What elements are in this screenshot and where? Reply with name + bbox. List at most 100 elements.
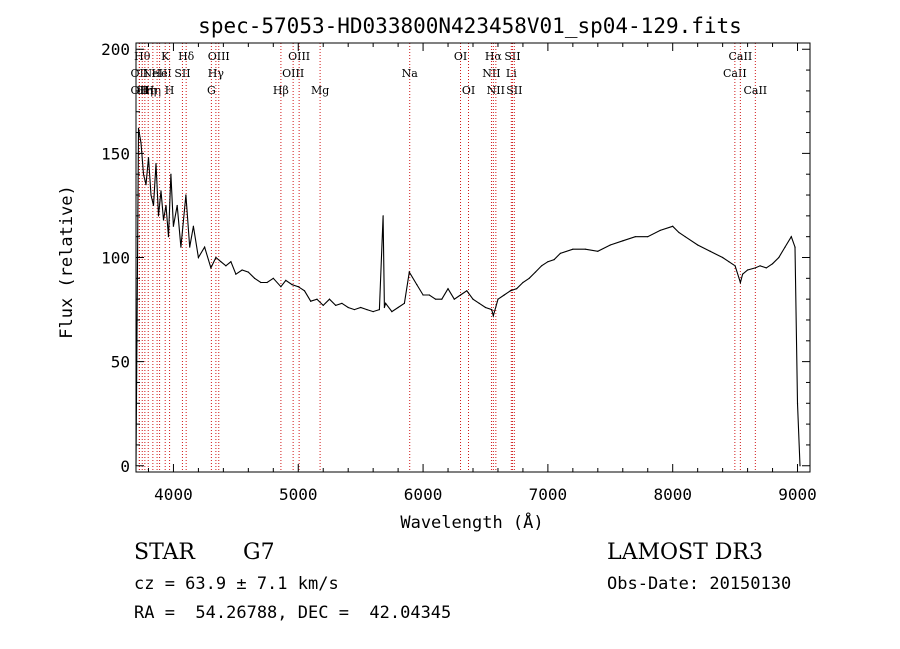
spectrum-point-24	[215, 256, 217, 259]
spectrum-point-94	[684, 236, 686, 238]
spectrum-point-61	[428, 294, 430, 296]
spectrum-point-63	[441, 298, 443, 300]
spectrum-point-49	[366, 308, 368, 311]
line-marker-label-6: NeIII	[143, 67, 172, 80]
line-marker-label-19: Na	[402, 67, 419, 80]
spectrum-point-26	[225, 265, 227, 267]
spectrum-point-75	[509, 290, 512, 292]
spectrum-point-91	[659, 229, 661, 232]
spectrum-point-80	[541, 265, 543, 267]
spectrum-point-55	[391, 311, 393, 313]
spectrum-point-28	[235, 273, 237, 275]
line-marker-label-8: K	[161, 50, 170, 63]
spectrum-point-3	[142, 173, 145, 175]
spectrum-point-71	[491, 308, 493, 311]
spectrum-point-96	[709, 250, 711, 252]
spectrum-point-85	[584, 248, 586, 250]
spectrum-point-92	[672, 225, 674, 227]
spectrum-point-5	[147, 156, 150, 159]
line-marker-label-22: NII	[482, 67, 500, 80]
spectrum-point-87	[609, 244, 611, 246]
spectrum-point-23	[210, 267, 212, 269]
spectrum-point-65	[453, 298, 455, 300]
spectrum-point-77	[522, 281, 524, 284]
spectrum-point-104	[759, 265, 761, 267]
spectrum-point-67	[466, 290, 468, 292]
x-tick-label-1: 5000	[279, 485, 318, 504]
spectrum-point-64	[447, 288, 449, 290]
line-marker-layer: OIIOIIHθHηHηHηNeIIIHeKHSIIHδGHγOIIIHβOII…	[131, 43, 767, 472]
spectrum-point-37	[291, 283, 293, 286]
spectrum-point-93	[678, 231, 680, 234]
line-marker-label-23: Hα	[485, 50, 503, 63]
spectrum-point-72	[492, 315, 494, 317]
survey-name: LAMOST DR3	[607, 540, 763, 565]
spectrum-point-44	[335, 304, 337, 306]
y-tick-label-3: 150	[101, 144, 130, 163]
spectrum-point-83	[559, 252, 561, 254]
line-marker-label-28: CaII	[723, 67, 747, 80]
spectrum-point-78	[528, 277, 530, 279]
spectrum-point-98	[728, 261, 730, 263]
spectrum-point-10	[160, 190, 162, 192]
spectrum-point-60	[422, 294, 424, 296]
x-tick-label-5: 9000	[778, 485, 817, 504]
line-marker-label-16: OIII	[282, 67, 304, 80]
object-subclass: G7	[243, 540, 275, 565]
spectrum-point-19	[189, 246, 191, 248]
spectrum-point-11	[162, 219, 165, 221]
spectrum-point-12	[165, 204, 167, 207]
spectrum-point-29	[241, 269, 243, 271]
line-marker-label-21: OI	[462, 84, 475, 97]
spectrum-point-112	[799, 465, 801, 467]
line-marker-label-30: CaII	[743, 84, 767, 97]
spectrum-point-62	[434, 298, 437, 300]
spectrum-point-16	[176, 204, 178, 207]
spectrum-point-34	[272, 277, 274, 279]
line-marker-label-9: H	[165, 84, 175, 97]
spectrum-series-0	[135, 128, 801, 466]
spectrum-point-54	[385, 302, 387, 304]
spectrum-point-27	[230, 261, 232, 263]
spectrum-point-22	[204, 246, 206, 248]
spectrum-point-66	[459, 294, 462, 296]
line-marker-label-27: SII	[506, 84, 522, 97]
spectrum-point-95	[697, 244, 699, 246]
spectrum-point-90	[647, 236, 649, 238]
coordinates-readout: RA = 54.26788, DEC = 42.04345	[134, 603, 452, 623]
spectrum-point-9	[157, 215, 160, 217]
line-marker-label-17: OIII	[288, 50, 310, 63]
line-marker-label-13: Hγ	[208, 67, 225, 80]
x-tick-label-3: 7000	[529, 485, 568, 504]
line-marker-label-12: G	[207, 84, 216, 97]
spectrum-point-39	[303, 290, 306, 292]
y-axis-label: Flux (relative)	[57, 185, 77, 339]
spectrum-point-33	[266, 281, 268, 284]
spectrum-point-56	[397, 306, 399, 309]
spectrum-point-50	[372, 311, 374, 313]
spectrum-point-53	[383, 306, 385, 309]
line-marker-label-25: Li	[506, 67, 517, 80]
spectrum-point-68	[472, 298, 474, 300]
spectrum-point-86	[597, 250, 599, 252]
spectrum-point-15	[172, 225, 175, 227]
spectrum-point-45	[341, 302, 343, 304]
x-tick-label-0: 4000	[154, 485, 193, 504]
line-marker-label-3: Hη	[137, 84, 153, 97]
x-tick-label-4: 8000	[653, 485, 692, 504]
spectrum-point-35	[280, 286, 282, 288]
spectrum-point-107	[778, 256, 780, 259]
spectrum-point-101	[742, 273, 744, 275]
spectrum-point-57	[403, 302, 405, 304]
line-marker-label-10: SII	[174, 67, 190, 80]
spectrum-point-109	[790, 236, 792, 238]
spectrum-point-82	[553, 258, 555, 261]
spectrum-point-38	[297, 286, 299, 288]
spectrum-point-51	[378, 308, 380, 311]
spectrum-point-58	[408, 271, 410, 273]
line-marker-label-15: Hβ	[273, 84, 289, 97]
line-marker-label-14: OIII	[208, 50, 230, 63]
spectrum-point-73	[497, 298, 499, 300]
y-tick-label-2: 100	[101, 249, 130, 268]
